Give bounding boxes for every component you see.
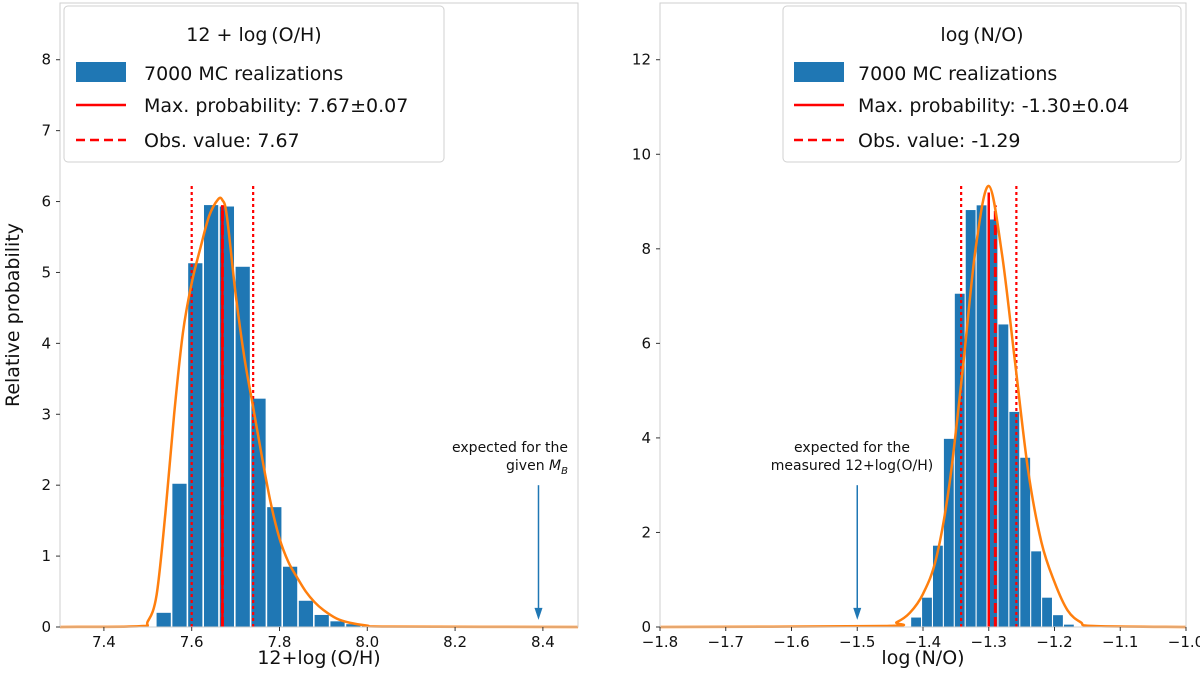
left-legend-hist-label: 7000 MC realizations (144, 63, 343, 85)
left-y-tick-label: 1 (41, 547, 51, 565)
left-hist-bar (172, 483, 187, 627)
left-annotation-arrow-head (534, 607, 543, 620)
left-x-tick-label: 8.0 (355, 633, 379, 651)
right-hist-bar (954, 293, 965, 627)
right-ticks: −1.8 −1.7 −1.6 −1.5 −1.4 −1.3 −1.2 −1.1 −1.0 0 2 4 6… (632, 51, 1200, 651)
left-annotation-symbol: M (549, 458, 561, 474)
right-hist-bar (932, 545, 943, 627)
left-y-tick-label: 3 (41, 405, 51, 423)
left-y-tick-label: 2 (41, 476, 51, 494)
left-y-tick-label: 5 (41, 263, 51, 281)
left-hist-bar (267, 507, 282, 627)
left-legend: 12 + log (O/H) 7000 MC realizations Max.… (63, 5, 445, 163)
right-y-tick-label: 12 (632, 51, 651, 69)
right-legend: log (N/O) 7000 MC realizations Max. prob… (782, 5, 1182, 163)
right-panel: −1.8 −1.7 −1.6 −1.5 −1.4 −1.3 −1.2 −1.1 −1.0 0 2 4 6… (632, 2, 1200, 669)
left-legend-obs-label: Obs. value: 7.67 (144, 130, 300, 152)
right-legend-obs-label: Obs. value: -1.29 (858, 130, 1021, 152)
right-legend-maxprob-label: Max. probability: -1.30±0.04 (858, 95, 1129, 117)
right-annotation-line1: expected for the (794, 440, 910, 456)
right-hist-bar (1009, 411, 1020, 627)
left-legend-title: 12 + log (O/H) (186, 24, 321, 46)
left-legend-hist-swatch (76, 62, 126, 82)
right-x-tick-label: −1.0 (1168, 633, 1200, 651)
left-panel: 7.4 7.6 7.8 8.0 8.2 8.4 0 1 2 3 4 5 6 7 8 12+log (O/H)… (2, 2, 579, 669)
right-kde-curve (659, 184, 1187, 629)
right-hist-bar (1063, 624, 1074, 627)
left-hist-bar (314, 614, 329, 627)
right-hist-bar (998, 324, 1009, 627)
left-hist-bar (346, 624, 361, 627)
right-y-tick-label: 8 (641, 240, 651, 258)
right-legend-hist-label: 7000 MC realizations (858, 63, 1057, 85)
left-y-tick-label: 0 (41, 618, 51, 636)
left-annotation-line2-text: given (506, 458, 545, 474)
left-legend-box (63, 5, 445, 163)
right-y-tick-label: 2 (641, 523, 651, 541)
right-legend-hist-swatch (794, 62, 844, 82)
left-y-tick-label: 8 (41, 51, 51, 69)
left-y-tick-label: 7 (41, 122, 51, 140)
left-hist-bar (156, 612, 171, 627)
right-x-tick-label: −1.3 (971, 633, 1007, 651)
right-hist-bar (1053, 615, 1063, 627)
right-hist-bar (965, 210, 976, 628)
right-legend-box (782, 5, 1182, 163)
right-hist-bar (911, 617, 921, 627)
right-x-tick-label: −1.4 (905, 633, 941, 651)
right-y-tick-label: 0 (641, 618, 651, 636)
left-annotation: expected for the given MB (452, 440, 568, 477)
right-x-tick-label: −1.1 (1102, 633, 1138, 651)
left-x-tick-label: 7.8 (268, 633, 292, 651)
right-hist-bar (1042, 597, 1052, 627)
left-hist-bar (188, 263, 203, 627)
right-annotation-line2: measured 12+log(O/H) (771, 458, 933, 474)
left-kde-curve (59, 196, 579, 629)
right-hist-bar (1031, 551, 1042, 627)
left-hist-bar (298, 600, 314, 627)
right-y-tick-label: 4 (641, 429, 651, 447)
left-x-tick-label: 7.6 (180, 633, 204, 651)
left-hist-bar (235, 266, 250, 627)
right-y-tick-label: 10 (632, 145, 651, 163)
left-annotation-line1: expected for the (452, 440, 568, 456)
right-annotation-arrow-head (853, 607, 862, 620)
left-hist-bar (203, 205, 219, 627)
left-ticks: 7.4 7.6 7.8 8.0 8.2 8.4 0 1 2 3 4 5 6 7 8 (41, 51, 554, 651)
right-legend-title: log (N/O) (940, 24, 1023, 46)
right-plot-marks (659, 184, 1187, 629)
left-x-tick-label: 8.2 (443, 633, 467, 651)
left-axes-frame (59, 2, 579, 628)
right-hist-bar (943, 438, 954, 627)
right-y-tick-label: 6 (641, 334, 651, 352)
left-hist-bar (283, 566, 298, 627)
right-x-tick-label: −1.5 (839, 633, 875, 651)
right-x-tick-label: −1.6 (773, 633, 809, 651)
right-hist-bar (987, 219, 998, 627)
left-hist-bar (330, 621, 345, 627)
right-x-tick-label: −1.7 (708, 633, 744, 651)
right-x-tick-label: −1.2 (1036, 633, 1072, 651)
left-legend-maxprob-label: Max. probability: 7.67±0.07 (144, 95, 408, 117)
right-annotation: expected for the measured 12+log(O/H) (771, 440, 933, 474)
right-hist-bar (976, 205, 987, 627)
right-hist-bar (922, 597, 932, 627)
left-x-tick-label: 7.4 (92, 633, 116, 651)
right-x-axis-label: log (N/O) (881, 647, 964, 669)
right-hist-bar (1020, 457, 1031, 627)
left-x-tick-label: 8.4 (531, 633, 555, 651)
left-annotation-line2: given MB (506, 458, 568, 477)
right-x-tick-label: −1.8 (642, 633, 678, 651)
left-plot-marks (59, 183, 579, 629)
left-y-tick-label: 6 (41, 193, 51, 211)
left-x-axis-label: 12+log (O/H) (257, 647, 380, 669)
left-annotation-subscript: B (561, 466, 568, 477)
left-y-axis-label: Relative probability (2, 223, 24, 407)
left-y-tick-label: 4 (41, 334, 51, 352)
